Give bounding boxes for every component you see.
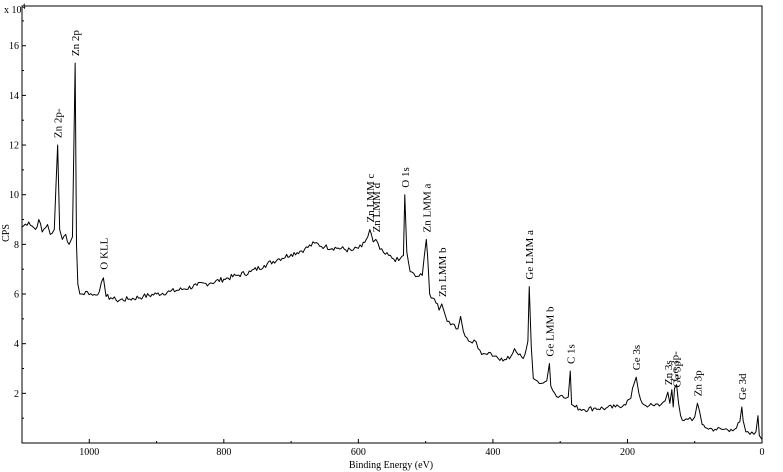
y-tick-label: 16 [9, 41, 19, 52]
peak-label: Ge 3d [737, 373, 749, 400]
y-multiplier-base: x 10 [4, 5, 22, 16]
y-axis-multiplier: x 104 [4, 2, 26, 16]
x-tick-label: 200 [620, 447, 635, 458]
y-tick-label: 4 [14, 339, 19, 350]
y-tick-label: 8 [14, 240, 19, 251]
x-tick-label: 400 [485, 447, 500, 458]
plot-frame [21, 5, 763, 444]
peak-label: Ge 3s [631, 345, 643, 370]
y-axis-title: CPS [1, 224, 12, 242]
plot-border [21, 5, 763, 444]
x-tick-label: 600 [351, 447, 366, 458]
y-axis: 2 4 6 8 10 12 14 16 [9, 20, 26, 419]
peak-label: Zn LMM c [365, 174, 377, 223]
peak-label: Zn LMM a [421, 183, 433, 232]
x-axis: 1000 800 600 400 200 0 [21, 439, 765, 458]
spectrum-line [21, 62, 763, 440]
peak-label: Ge 3p [672, 361, 684, 388]
peak-label: Ge LMM b [544, 306, 556, 357]
y-multiplier-exponent: 4 [22, 2, 26, 11]
x-tick-label: 0 [760, 447, 765, 458]
peak-label: Zn 2p [70, 30, 82, 56]
y-tick-label: 10 [9, 190, 19, 201]
peak-label: O KLL [98, 237, 110, 269]
peak-label: Zn LMM b [437, 247, 449, 297]
x-axis-title: Binding Energy (eV) [349, 460, 433, 471]
peak-label: Zn LMM d [371, 182, 383, 232]
y-tick-label: 12 [9, 141, 19, 152]
peak-label: Ge LMM a [524, 230, 536, 280]
x-tick-label: 800 [216, 447, 231, 458]
peak-labels: Zn 2p- Zn 2p O KLL Zn LMM cZn LMM d O 1s Zn L… [53, 30, 749, 400]
y-tick-label: 2 [14, 389, 19, 400]
y-tick-label: 6 [14, 290, 19, 301]
peak-label: C 1s [565, 344, 577, 364]
peak-label: Zn 3s [663, 360, 675, 385]
peak-label: O 1s [400, 167, 412, 187]
peak-label: Ge 3p- [670, 351, 682, 382]
spectrum-series [21, 62, 763, 440]
y-tick-label: 14 [9, 91, 19, 102]
x-tick-label: 1000 [79, 447, 99, 458]
peak-label: Zn 2p- [53, 108, 65, 138]
peak-label: Zn 3p [692, 370, 704, 396]
